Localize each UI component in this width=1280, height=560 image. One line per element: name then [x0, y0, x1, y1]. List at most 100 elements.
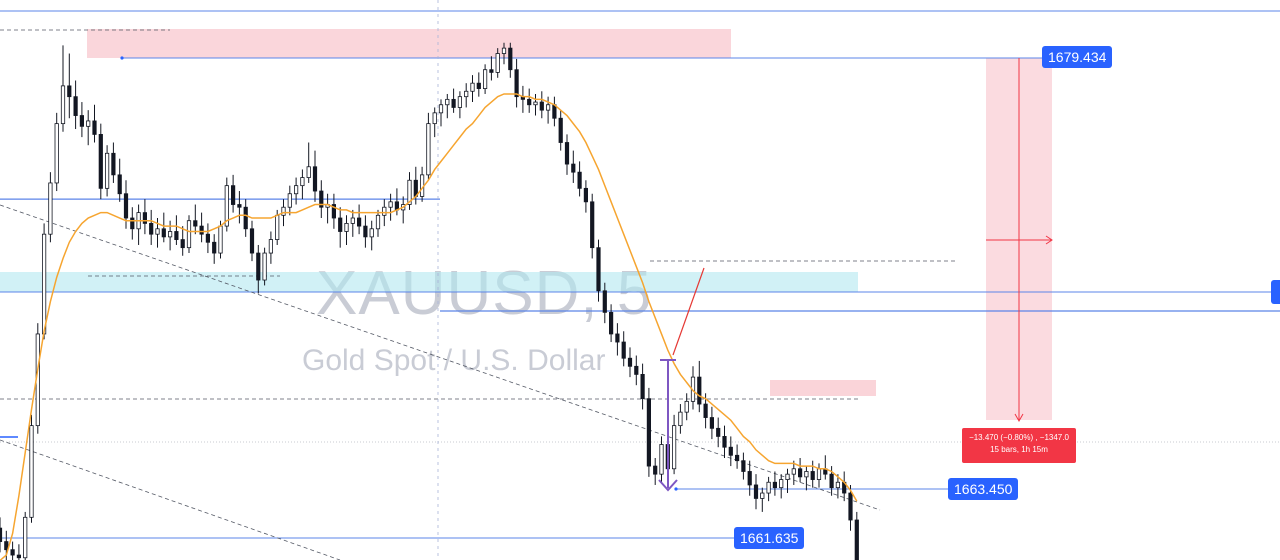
candle-body: [60, 85, 66, 125]
candle: [672, 414, 677, 475]
candle: [514, 58, 519, 108]
candle-body: [835, 481, 841, 489]
candle: [539, 91, 544, 119]
price-label-top[interactable]: 1679.434: [1042, 46, 1113, 68]
candle: [105, 145, 110, 197]
candle-body: [583, 187, 589, 203]
candle: [394, 188, 400, 216]
candle-body: [766, 481, 771, 494]
candle-body: [804, 471, 809, 478]
candle-body: [779, 479, 784, 489]
candle-body: [722, 436, 727, 448]
candle-body: [728, 446, 733, 456]
candle: [728, 436, 733, 467]
candle: [0, 517, 3, 553]
candle: [67, 53, 72, 119]
candle: [16, 544, 22, 560]
candle-body: [470, 82, 475, 92]
candle-body: [142, 212, 147, 224]
candle: [369, 220, 374, 251]
candle: [558, 110, 563, 151]
price-label-low[interactable]: 1661.635: [734, 527, 805, 549]
candle-body: [464, 90, 469, 98]
candle: [123, 180, 129, 229]
candle: [237, 191, 242, 224]
demand-zone: [770, 380, 876, 396]
candle-body: [338, 217, 343, 232]
candle-body: [634, 365, 639, 375]
candle: [86, 110, 91, 146]
candle-body: [753, 484, 759, 499]
candle-body: [476, 82, 481, 89]
price-label-mid[interactable]: 1663.450: [948, 478, 1019, 500]
candle-body: [237, 204, 242, 208]
candle: [678, 404, 683, 434]
candle: [419, 166, 425, 202]
candle-body: [67, 85, 72, 98]
candle: [615, 323, 620, 356]
candle-body: [445, 98, 450, 106]
candle-body: [558, 117, 563, 143]
moving-average-line: [0, 93, 858, 560]
candle-body: [375, 214, 381, 230]
candle-body: [684, 400, 689, 413]
candle: [476, 72, 481, 97]
measure-arrow-head: [1014, 413, 1024, 423]
candle: [747, 460, 752, 496]
candle: [331, 193, 337, 229]
candle: [212, 234, 217, 264]
candle: [527, 88, 532, 113]
candle: [854, 511, 859, 560]
candle: [293, 177, 299, 205]
candle: [470, 75, 475, 103]
candle: [256, 244, 261, 294]
candle: [508, 42, 513, 78]
candle: [546, 96, 551, 124]
candle-body: [312, 166, 318, 192]
candle-body: [363, 225, 368, 238]
candle: [136, 204, 141, 245]
candle: [262, 247, 267, 286]
candle-body: [489, 69, 494, 73]
candle-body: [482, 69, 488, 89]
candle: [716, 417, 721, 448]
candle: [249, 220, 255, 262]
candle: [142, 199, 147, 235]
candle: [464, 83, 469, 108]
candle: [653, 457, 658, 485]
price-scale-marker[interactable]: [1271, 280, 1280, 304]
candle-body: [199, 225, 204, 235]
candle: [722, 425, 727, 458]
candle: [29, 414, 34, 523]
candle-body: [848, 492, 853, 521]
candle-body: [356, 217, 362, 227]
candle-body: [816, 468, 822, 480]
candle-body: [659, 444, 664, 475]
candle-body: [79, 115, 84, 127]
candle-body: [640, 374, 645, 400]
candle: [344, 215, 349, 245]
candle: [79, 102, 84, 138]
candle: [130, 207, 135, 240]
candle: [627, 347, 633, 378]
candle: [697, 360, 702, 413]
candle-body: [697, 376, 702, 405]
candle: [117, 158, 122, 202]
anchor-dot: [674, 487, 678, 491]
candle-body: [193, 220, 198, 227]
candle-body: [438, 104, 444, 114]
candle-body: [590, 201, 595, 249]
candle-body: [457, 96, 463, 108]
candle-body: [533, 101, 538, 106]
candle: [98, 123, 103, 200]
candle: [772, 471, 778, 496]
candle-body: [653, 465, 658, 475]
candle: [596, 239, 601, 302]
candle: [810, 460, 815, 488]
candle-body: [703, 403, 708, 418]
candle-body: [256, 252, 261, 281]
arrow-head: [658, 479, 678, 492]
